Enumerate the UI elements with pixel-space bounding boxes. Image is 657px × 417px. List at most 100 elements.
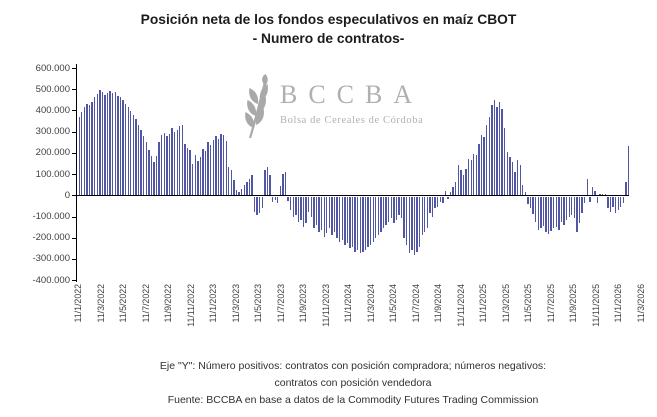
bar [351,196,354,247]
bar [364,196,367,251]
x-tick-label: 11/11/2022 [185,284,196,327]
y-tick-mark [72,110,77,112]
bar [173,131,176,196]
bar [93,97,96,196]
bar [359,196,361,254]
bar [357,196,359,251]
bar [571,196,573,215]
bar [382,196,385,229]
bar [460,170,462,196]
y-tick-mark [72,174,77,176]
bar [166,136,168,196]
y-tick-mark [72,237,77,239]
bar [617,196,619,210]
bar [274,196,276,200]
bar [609,196,612,212]
bar [328,196,331,229]
bar [602,193,604,196]
bar [315,196,318,226]
bar [181,125,184,196]
bar [251,175,253,196]
bar [612,196,614,207]
bar [163,132,165,196]
bar [305,196,307,224]
bar [349,196,351,249]
bar [346,196,349,244]
bar [83,106,86,196]
bar [563,196,565,226]
x-tick-label: 11/7/2022 [140,284,151,323]
bar [124,103,127,196]
bar [259,196,261,213]
bar [457,165,459,196]
bar [519,165,521,196]
bar [380,196,382,232]
bar [279,185,282,196]
bar [442,196,444,204]
bar [119,97,122,196]
y-tick-mark [72,280,77,282]
bar [372,196,374,242]
x-tick-label: 11/11/2025 [590,284,601,327]
bar [204,151,207,196]
bar [277,196,279,203]
bar [591,187,594,196]
bar [81,112,83,196]
x-tick-label: 11/3/2025 [500,284,511,323]
bar [253,196,256,212]
bar [184,143,186,196]
y-tick-label: 0 [64,189,70,201]
bar [475,155,478,196]
bar [393,196,395,224]
bar [387,196,390,222]
bar [470,160,472,196]
x-tick-label: 11/9/2022 [163,284,174,323]
bar [191,163,194,196]
bar [233,180,235,196]
bar [377,196,380,236]
bar [106,92,109,196]
x-tick-label: 11/3/2026 [636,284,646,323]
bar [398,196,400,216]
bar [210,145,212,196]
bar [295,196,297,216]
bar [212,139,214,196]
bar [434,196,436,209]
bar [431,196,434,217]
bar [86,103,88,196]
bar [243,185,245,196]
bar [532,196,534,214]
bar [228,166,230,196]
y-tick-label: -200.000 [32,232,70,244]
x-tick-label: 11/3/2022 [95,284,106,323]
bar [465,168,467,196]
bar [148,149,150,196]
wheat-branch-icon [245,74,271,143]
bar [413,196,416,255]
bar [318,196,320,232]
bar [418,196,421,247]
bar [362,196,364,252]
bar [607,196,609,209]
bar [153,162,155,196]
bar [155,156,158,196]
x-tick-label: 11/5/2023 [253,284,264,323]
bar [313,196,315,229]
bar [186,147,189,196]
bar [122,100,124,196]
bar [292,196,294,217]
bar [627,146,630,196]
bar [483,136,485,196]
bar [504,128,506,196]
bar [246,181,248,196]
footer-note-line2: contratos con posición vendedora [274,377,432,389]
bar [537,196,539,230]
bar [583,196,586,204]
bar [527,196,529,205]
bar [331,196,333,236]
bar [289,196,292,210]
bar [96,93,98,196]
x-tick-label: 11/9/2024 [433,284,444,323]
bar [287,196,289,201]
y-tick-label: 100.000 [35,168,70,180]
